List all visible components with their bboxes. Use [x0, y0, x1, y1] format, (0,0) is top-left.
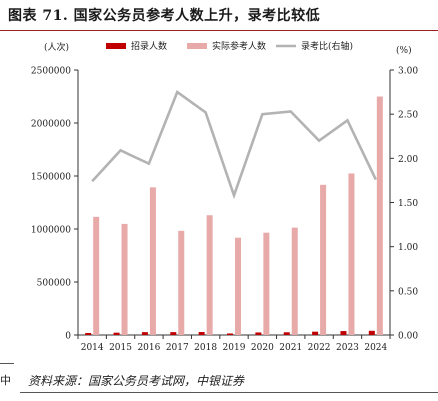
bar-applicants	[263, 232, 270, 335]
x-tick-label: 2023	[336, 343, 359, 353]
legend-label-recruit: 招录人数	[131, 40, 167, 52]
y-right-tick-label: 2.00	[398, 155, 418, 165]
bar-applicants	[149, 187, 156, 335]
chart: 0 500000 1000000 1500000 2000000 2500000 0.00 0…	[31, 40, 418, 353]
x-tick-label: 2017	[166, 343, 189, 353]
bar-recruit	[113, 332, 120, 335]
bar-applicants	[93, 216, 100, 335]
y-right-tick-label: 0.00	[398, 332, 418, 342]
x-tick-label: 2022	[308, 343, 331, 353]
y-right-tick-label: 0.50	[398, 287, 418, 297]
y-right-axis-label: (%)	[396, 45, 412, 56]
bar-recruit	[312, 331, 319, 335]
y-left-tick-label: 1500000	[31, 173, 71, 183]
bar-recruit	[283, 332, 290, 335]
bar-recruit	[255, 332, 262, 335]
y-left-tick-label: 2000000	[31, 120, 71, 130]
bottom-divider	[20, 392, 438, 393]
y-left-tick-label: 0	[65, 332, 71, 342]
y-left-axis-label: (人次)	[44, 41, 69, 53]
x-tick-label: 2024	[364, 343, 387, 353]
bar-recruit	[198, 332, 205, 335]
legend-swatch-recruit	[106, 43, 126, 49]
y-left-tick-label: 1000000	[31, 226, 71, 236]
source-note: 资料来源：国家公务员考试网，中银证券	[28, 374, 245, 388]
legend-label-applicants: 实际参考人数	[212, 40, 266, 52]
x-tick-label: 2015	[109, 343, 132, 353]
y-left-tick-label: 2500000	[31, 67, 71, 77]
y-right-tick-label: 1.50	[398, 199, 418, 209]
y-right-tick-label: 1.00	[398, 243, 418, 253]
x-tick-label: 2020	[251, 343, 274, 353]
bar-applicants	[320, 184, 327, 335]
x-tick-label: 2019	[223, 343, 246, 353]
x-tick-label: 2021	[279, 343, 302, 353]
x-tick-label: 2018	[194, 343, 217, 353]
left-divider	[0, 363, 14, 364]
x-tick-label: 2014	[81, 343, 104, 353]
bar-applicants	[376, 96, 383, 335]
bar-applicants	[291, 227, 298, 335]
figure-title: 图表 71. 国家公务员参考人数上升，录考比较低	[8, 8, 321, 24]
title-bar: 图表 71. 国家公务员参考人数上升，录考比较低	[0, 0, 438, 31]
bar-recruit	[141, 332, 148, 335]
bar-recruit	[170, 332, 177, 335]
y-left-tick-label: 500000	[37, 279, 72, 289]
bar-applicants	[178, 230, 185, 335]
legend-swatch-applicants	[187, 43, 207, 49]
bar-recruit	[85, 332, 92, 335]
bar-applicants	[235, 237, 241, 335]
x-tick-label: 2016	[137, 343, 160, 353]
left-margin-text: 中	[0, 374, 11, 387]
bar-recruit	[340, 331, 347, 335]
bar-recruit	[227, 333, 233, 335]
legend-label-ratio: 录考比(右轴)	[301, 40, 353, 52]
bar-applicants	[348, 173, 355, 335]
bar-applicants	[121, 223, 128, 335]
bar-recruit	[368, 330, 375, 335]
line-ratio	[91, 90, 377, 200]
y-right-tick-label: 2.50	[398, 111, 418, 121]
y-right-tick-label: 3.00	[398, 67, 418, 77]
bar-applicants	[206, 215, 213, 335]
